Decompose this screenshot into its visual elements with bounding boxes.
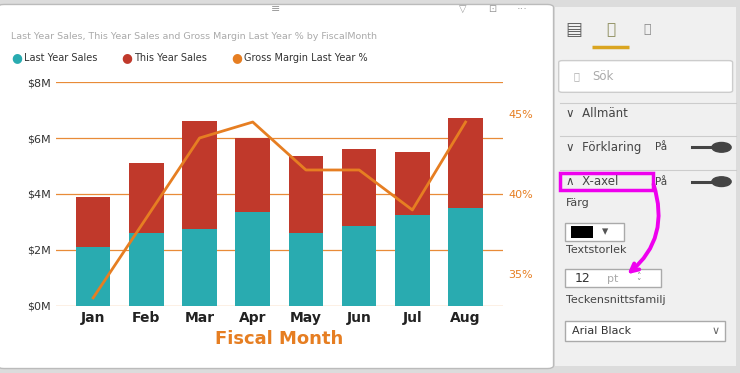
- Bar: [342, 226, 377, 306]
- Text: ···: ···: [517, 4, 527, 14]
- Text: ⊡: ⊡: [488, 4, 496, 14]
- Bar: [75, 247, 110, 306]
- Text: ∨  Förklaring: ∨ Förklaring: [566, 141, 642, 154]
- Bar: [75, 197, 110, 247]
- Text: ≡: ≡: [271, 4, 280, 14]
- Text: ●: ●: [11, 51, 22, 64]
- Bar: [448, 118, 482, 208]
- Bar: [448, 208, 482, 306]
- Text: ∨: ∨: [712, 326, 720, 336]
- Text: 12: 12: [575, 272, 591, 285]
- Bar: [235, 212, 270, 306]
- Text: På: På: [655, 177, 667, 186]
- Bar: [395, 215, 430, 306]
- Bar: [342, 149, 377, 226]
- Text: ˄: ˄: [636, 272, 641, 280]
- Text: ●: ●: [121, 51, 132, 64]
- Text: ▽: ▽: [459, 4, 466, 14]
- Text: 🔍: 🔍: [644, 23, 651, 36]
- Text: ●: ●: [231, 51, 242, 64]
- Bar: [182, 229, 217, 306]
- Bar: [182, 121, 217, 229]
- Text: ▾: ▾: [602, 226, 608, 238]
- X-axis label: Fiscal Month: Fiscal Month: [215, 330, 343, 348]
- Text: På: På: [655, 142, 667, 152]
- Text: Färg: Färg: [566, 198, 590, 208]
- Text: Teckensnittsfamilj: Teckensnittsfamilj: [566, 295, 666, 305]
- Text: 🔍: 🔍: [574, 72, 579, 81]
- Bar: [129, 233, 164, 306]
- Text: 🖌: 🖌: [606, 22, 615, 37]
- Text: Textstorlek: Textstorlek: [566, 245, 627, 255]
- Bar: [235, 138, 270, 212]
- Bar: [395, 152, 430, 215]
- Bar: [289, 156, 323, 233]
- Text: Last Year Sales, This Year Sales and Gross Margin Last Year % by FiscalMonth: Last Year Sales, This Year Sales and Gro…: [11, 32, 377, 41]
- Text: Arial Black: Arial Black: [572, 326, 631, 336]
- Text: ˅: ˅: [636, 278, 641, 287]
- Bar: [289, 233, 323, 306]
- Text: ▤: ▤: [565, 21, 582, 39]
- Bar: [129, 163, 164, 233]
- Text: Gross Margin Last Year %: Gross Margin Last Year %: [244, 53, 368, 63]
- Text: Sök: Sök: [592, 70, 613, 83]
- Text: ∧  X-axel: ∧ X-axel: [566, 175, 619, 188]
- Text: pt: pt: [607, 274, 618, 283]
- Text: ∨  Allmänt: ∨ Allmänt: [566, 107, 628, 120]
- Text: Last Year Sales: Last Year Sales: [24, 53, 98, 63]
- Text: This Year Sales: This Year Sales: [134, 53, 207, 63]
